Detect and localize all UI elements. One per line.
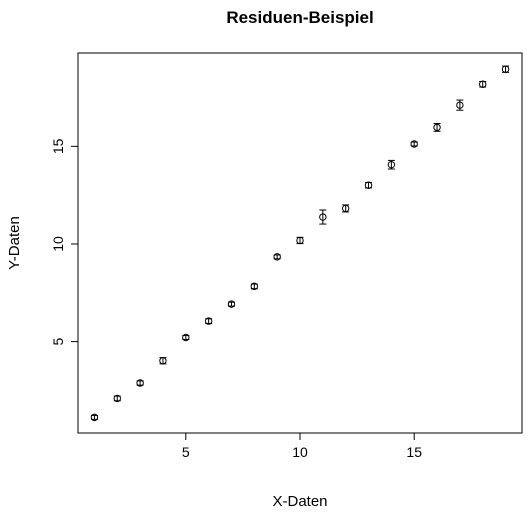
data-point [113,394,121,403]
data-point-group [364,181,373,189]
data-point [456,101,464,109]
data-point-group [479,80,487,88]
data-point [319,213,327,221]
y-axis: 5 10 15 [50,138,79,346]
data-point-group [296,236,304,245]
data-point-group [182,333,190,342]
data-point [433,123,441,132]
data-point-group [113,394,121,403]
y-tick-label: 15 [50,138,66,154]
x-tick-label: 15 [406,444,422,460]
data-point [341,204,350,213]
data-point [273,253,281,261]
data-point [182,333,190,342]
data-point-group [433,122,441,132]
data-point [136,379,144,387]
data-points [90,65,510,422]
chart-title: Residuen-Beispiel [226,8,373,27]
data-point-group [387,159,396,170]
data-point [159,357,167,365]
data-point [250,282,259,291]
x-axis: 5 10 15 [182,432,422,460]
data-point-group [341,204,350,213]
data-point [90,413,99,422]
data-point-group [250,282,259,291]
data-point [501,65,510,73]
data-point-group [410,140,418,148]
x-axis-label: X-Daten [272,493,327,510]
data-point [364,181,373,189]
data-point-group [204,317,213,325]
y-axis-label: Y-Daten [6,216,23,270]
data-point [410,140,418,148]
y-tick-label: 10 [50,236,66,252]
data-point [227,300,236,308]
data-point-group [90,413,99,422]
data-point-group [159,357,167,365]
data-point-group [501,65,510,73]
data-point [204,317,213,325]
y-tick-label: 5 [50,338,66,346]
data-point [296,236,304,245]
x-tick-label: 5 [182,444,190,460]
x-tick-label: 10 [292,444,308,460]
data-point-group [273,253,281,261]
data-point [387,160,396,169]
data-point-group [227,300,236,308]
data-point-group [319,209,327,225]
data-point-group [456,99,464,111]
data-point-group [136,379,144,387]
data-point [479,80,487,88]
